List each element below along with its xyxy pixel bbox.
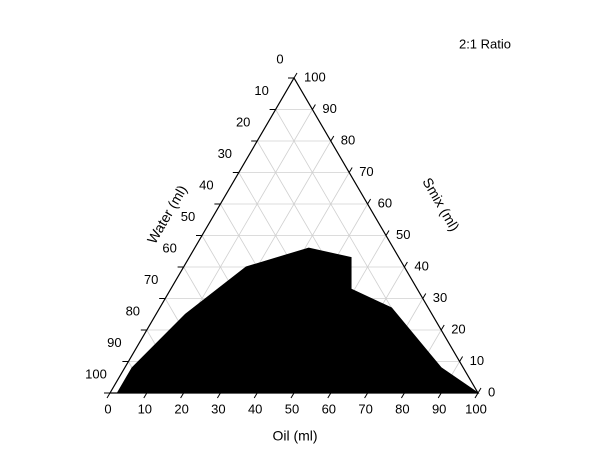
tick-mark: [180, 392, 185, 399]
tick-mark: [348, 167, 353, 173]
tick-mark: [143, 392, 148, 399]
water-tick-label: 30: [218, 146, 232, 161]
oil-tick-label: 0: [104, 401, 111, 416]
oil-axis-title: Oil (ml): [272, 428, 317, 444]
tick-mark: [459, 356, 464, 362]
tick-mark: [311, 104, 316, 110]
water-tick-label: 10: [254, 83, 268, 98]
tick-mark: [403, 261, 408, 268]
tick-mark: [367, 198, 372, 205]
smix-tick-label: 40: [414, 258, 428, 273]
tick-mark: [400, 392, 405, 399]
phase-region: [116, 247, 480, 394]
water-tick-label: 20: [236, 114, 250, 129]
oil-tick-label: 70: [358, 401, 372, 416]
tick-mark: [437, 392, 442, 399]
water-tick-label: 0: [276, 51, 283, 66]
tick-mark: [293, 72, 298, 79]
tick-mark: [216, 392, 221, 399]
water-tick-label: 90: [107, 335, 121, 350]
smix-tick-label: 70: [359, 164, 373, 179]
water-tick-label: 100: [85, 366, 107, 381]
smix-tick-label: 80: [341, 132, 355, 147]
tick-mark: [253, 392, 258, 399]
water-tick-label: 70: [144, 272, 158, 287]
tick-mark: [106, 392, 111, 399]
tick-mark: [327, 392, 332, 399]
water-tick-label: 60: [162, 240, 176, 255]
smix-axis-title: Smix (ml): [419, 175, 462, 234]
tick-mark: [477, 387, 482, 394]
smix-tick-label: 60: [378, 195, 392, 210]
oil-tick-label: 30: [211, 401, 225, 416]
smix-tick-label: 20: [451, 321, 465, 336]
oil-tick-label: 20: [174, 401, 188, 416]
oil-tick-label: 80: [395, 401, 409, 416]
tick-mark: [364, 392, 369, 399]
water-tick-label: 40: [199, 177, 213, 192]
smix-tick-label: 50: [396, 227, 410, 242]
water-tick-label: 80: [126, 303, 140, 318]
oil-tick-label: 90: [432, 401, 446, 416]
oil-tick-label: 60: [322, 401, 336, 416]
smix-tick-label: 10: [470, 353, 484, 368]
tick-mark: [385, 230, 390, 236]
smix-tick-label: 30: [433, 290, 447, 305]
tick-mark: [440, 324, 445, 331]
tick-mark: [422, 293, 427, 299]
oil-tick-label: 50: [285, 401, 299, 416]
smix-tick-label: 100: [304, 69, 326, 84]
oil-tick-label: 40: [248, 401, 262, 416]
tick-mark: [330, 135, 335, 142]
chart-title: 2:1 Ratio: [459, 36, 511, 51]
oil-tick-label: 10: [138, 401, 152, 416]
smix-tick-label: 90: [322, 101, 336, 116]
smix-tick-label: 0: [488, 384, 495, 399]
tick-mark: [474, 392, 479, 399]
tick-mark: [290, 392, 295, 399]
oil-tick-label: 100: [465, 401, 487, 416]
water-tick-label: 50: [181, 209, 195, 224]
